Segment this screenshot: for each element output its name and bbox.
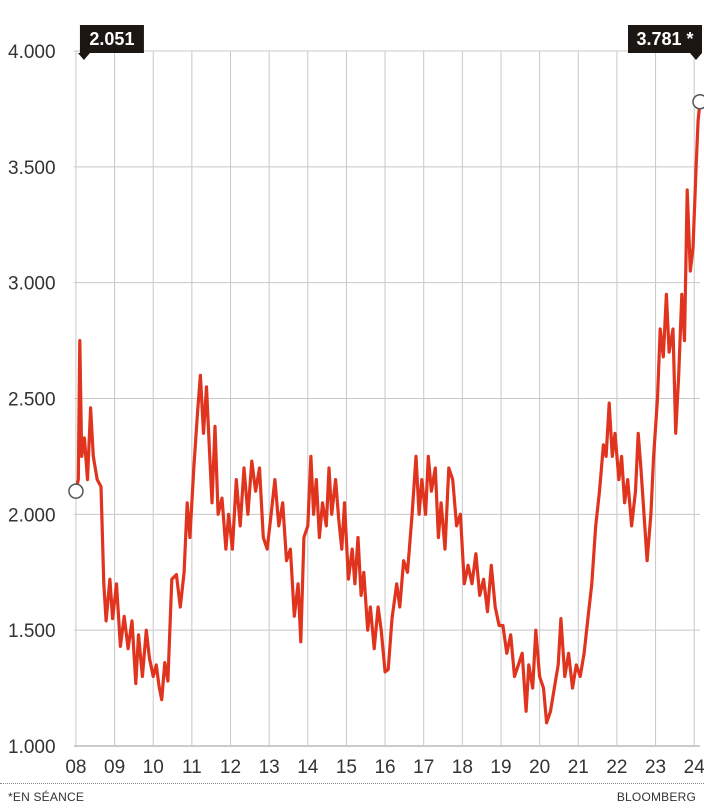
y-tick-label: 1.500 (8, 621, 56, 642)
series-layer (74, 100, 702, 725)
x-axis-ticks: 08 09 10 11 12 13 14 15 16 17 18 19 20 21 22 23 24 (65, 757, 704, 778)
x-tick-label: 18 (452, 757, 473, 778)
x-tick-label: 23 (645, 757, 666, 778)
start-value-callout-pointer (77, 53, 90, 60)
start-value-callout: 2.051 (77, 25, 144, 60)
x-tick-label: 13 (259, 757, 280, 778)
start-value-callout-box (79, 25, 144, 53)
end-value-callout-label: 3.781 * (636, 29, 693, 49)
y-tick-label: 3.500 (8, 158, 56, 179)
footer-divider (0, 783, 704, 784)
grid (74, 50, 700, 747)
source-label: BLOOMBERG (616, 790, 696, 804)
start-marker (68, 483, 84, 499)
end-value-callout-pointer (690, 53, 702, 60)
markers-layer (68, 93, 704, 499)
x-tick-label: 11 (182, 757, 202, 778)
x-tick-label: 22 (606, 757, 627, 778)
x-tick-label: 20 (529, 757, 550, 778)
x-tick-label: 21 (568, 757, 589, 778)
x-tick-label: 24 (684, 757, 704, 778)
x-tick-label: 12 (220, 757, 241, 778)
x-tick-label: 08 (65, 757, 86, 778)
start-value-callout-label: 2.051 (89, 29, 134, 49)
y-tick-label: 1.000 (8, 737, 56, 758)
callouts-layer: 2.051 3.781 * (77, 25, 702, 60)
footnote: *EN SÉANCE (8, 790, 85, 804)
x-tick-label: 14 (297, 757, 319, 778)
x-tick-label: 19 (490, 757, 511, 778)
x-tick-label: 15 (336, 757, 357, 778)
y-tick-label: 2.500 (8, 390, 56, 411)
y-tick-label: 4.000 (8, 42, 56, 63)
x-tick-label: 09 (104, 757, 125, 778)
x-tick-label: 16 (374, 757, 395, 778)
end-value-callout: 3.781 * (628, 25, 702, 60)
y-axis-ticks: 4.000 3.500 3.000 2.500 2.000 1.500 1.000 (8, 42, 56, 758)
end-marker (692, 93, 704, 110)
series-line (74, 100, 702, 725)
y-tick-label: 3.000 (8, 274, 56, 295)
x-tick-label: 17 (413, 757, 434, 778)
end-value-callout-box (628, 25, 702, 53)
x-tick-label: 10 (143, 757, 164, 778)
y-tick-label: 2.000 (8, 505, 56, 526)
